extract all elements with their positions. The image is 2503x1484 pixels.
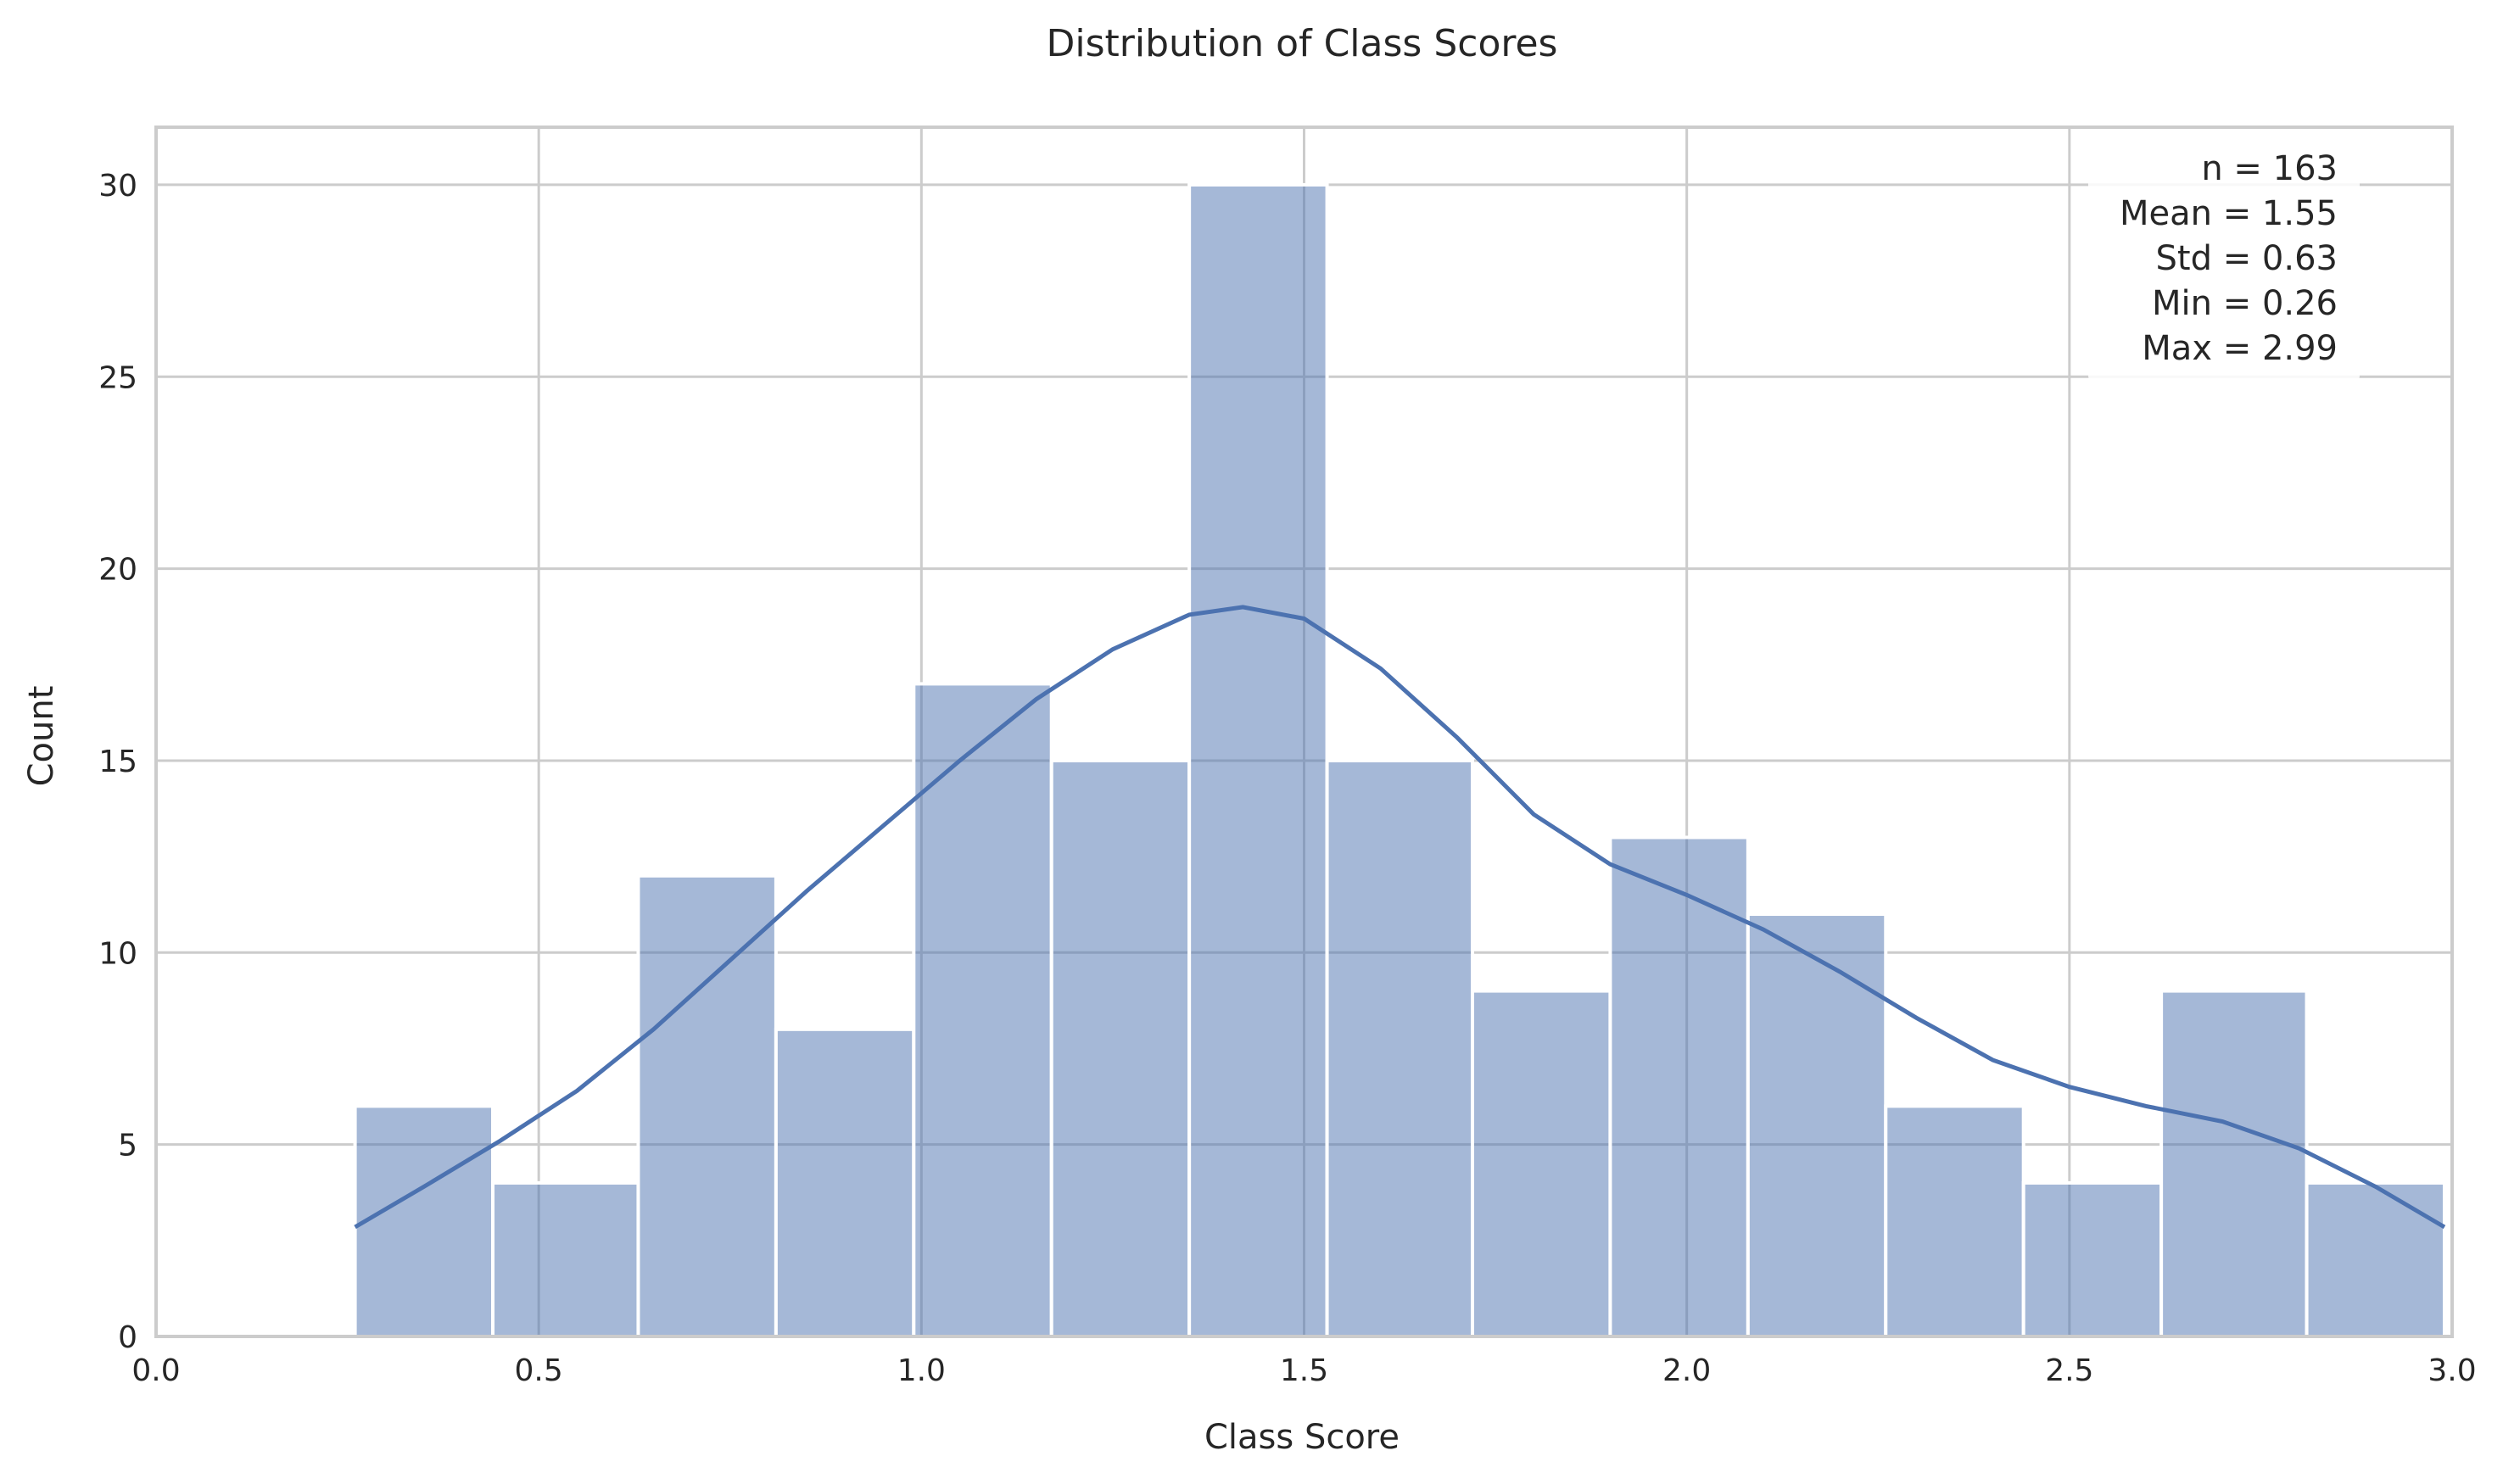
x-tick-label: 0.0 <box>131 1353 180 1388</box>
y-axis-label: Count <box>22 686 61 787</box>
x-tick-labels: 0.0 0.5 1.0 1.5 2.0 2.5 3.0 <box>131 1353 2476 1388</box>
histogram-bar <box>2305 1180 2446 1339</box>
histogram-bar <box>1187 182 1329 1338</box>
plot-frame <box>154 126 2454 1338</box>
x-axis-label: Class Score <box>1204 1418 1400 1457</box>
histogram-bar <box>2159 989 2309 1338</box>
histogram-bars <box>353 182 2446 1339</box>
histogram-bar <box>636 873 778 1339</box>
y-tick-label: 30 <box>98 169 137 204</box>
y-tick-label: 5 <box>118 1129 137 1163</box>
x-tick-label: 2.5 <box>2045 1353 2093 1388</box>
histogram-bar <box>1325 758 1475 1338</box>
stats-line: Min = 0.26 <box>2152 284 2338 323</box>
histogram-bar <box>2021 1180 2164 1339</box>
histogram-bar <box>774 1027 916 1339</box>
stats-line: n = 163 <box>2201 149 2338 188</box>
x-tick-label: 3.0 <box>2428 1353 2476 1388</box>
x-tick-label: 2.0 <box>1662 1353 1711 1388</box>
stats-line: Max = 2.99 <box>2142 329 2338 368</box>
stats-annotation: n = 163 Mean = 1.55 Std = 0.63 Min = 0.26 Ma… <box>2088 142 2360 382</box>
kde-curve <box>354 605 2446 1230</box>
histogram-bar <box>1884 1104 2025 1339</box>
stats-line: Std = 0.63 <box>2156 239 2338 278</box>
chart-title: Distribution of Class Scores <box>1047 22 1558 65</box>
y-tick-label: 0 <box>118 1320 137 1355</box>
x-tick-label: 1.0 <box>897 1353 946 1388</box>
y-tick-label: 15 <box>98 745 137 779</box>
histogram-bar <box>353 1104 495 1339</box>
y-tick-label: 10 <box>98 936 137 971</box>
histogram-bar <box>1049 758 1192 1338</box>
histogram-bar <box>491 1180 640 1339</box>
y-tick-label: 25 <box>98 360 137 395</box>
histogram-bar <box>1746 912 1888 1338</box>
stats-line: Mean = 1.55 <box>2120 194 2338 233</box>
y-tick-labels: 0 5 10 15 20 25 30 <box>98 169 137 1355</box>
y-tick-label: 20 <box>98 553 137 588</box>
x-tick-label: 0.5 <box>515 1353 563 1388</box>
stats-box-background <box>2088 142 2360 382</box>
x-tick-label: 1.5 <box>1280 1353 1328 1388</box>
histogram-bar <box>1471 989 1612 1338</box>
